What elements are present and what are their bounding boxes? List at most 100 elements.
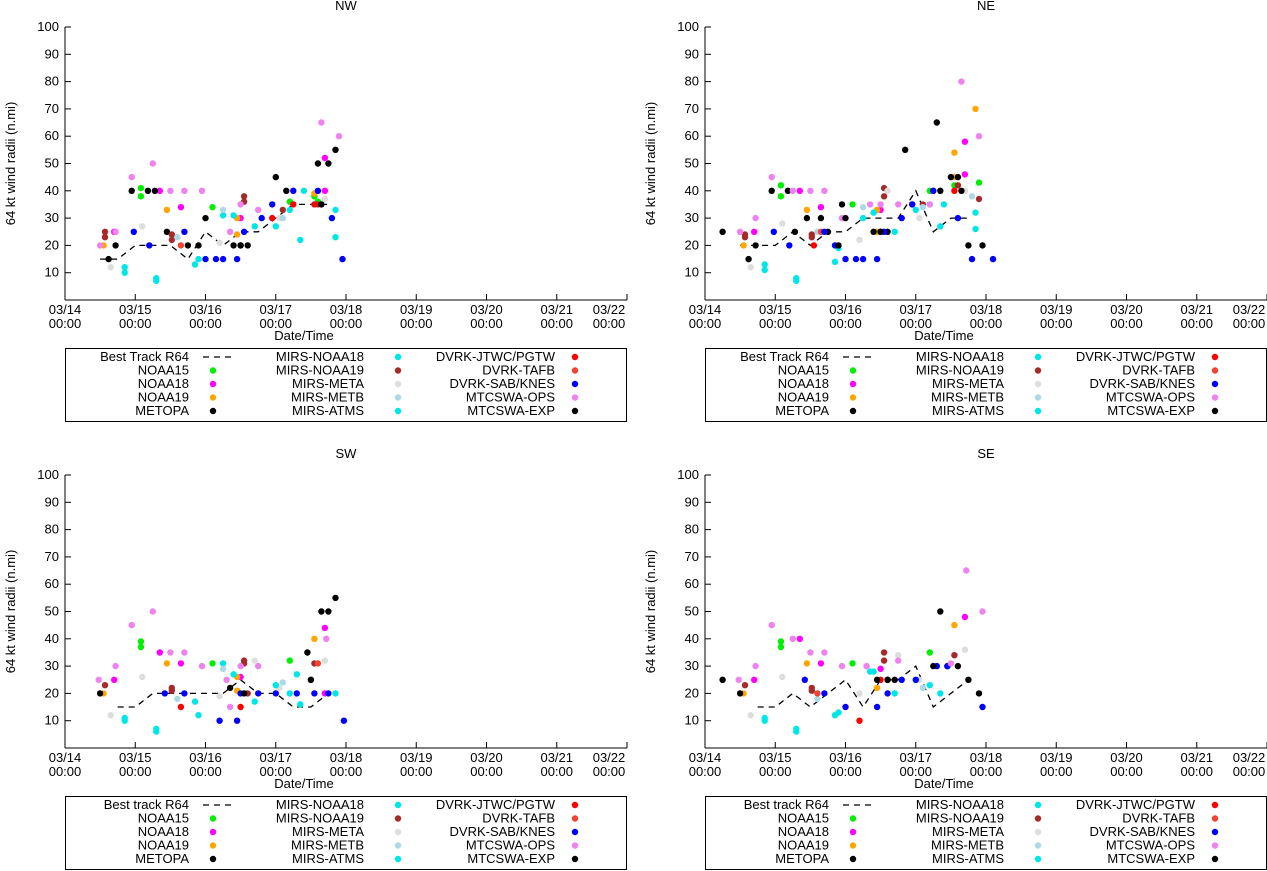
legend-marker (571, 407, 579, 415)
data-point (168, 687, 175, 694)
legend-label: DVRK-SAB/KNES (450, 376, 556, 391)
legend-label: MTCSWA-OPS (466, 390, 555, 405)
data-point (770, 228, 777, 235)
data-point (139, 673, 146, 681)
chart-title: NW (335, 0, 357, 13)
data-point (212, 255, 220, 263)
y-tick-label: 90 (45, 46, 59, 61)
x-tick-label-time: 00:00 (470, 764, 503, 779)
series-mirs-meta (107, 195, 329, 271)
data-point (873, 255, 881, 263)
legend-label: NOAA18 (778, 376, 829, 391)
legend-marker (1211, 855, 1219, 863)
legend-label: MTCSWA-EXP (467, 851, 555, 866)
data-point (151, 187, 159, 194)
data-point (255, 206, 262, 214)
data-point (719, 228, 726, 235)
legend-label: MIRS-NOAA19 (916, 811, 1004, 826)
legend-marker (1034, 407, 1042, 415)
data-point (761, 714, 768, 722)
data-point (859, 255, 867, 263)
data-point (255, 690, 262, 697)
y-tick-label: 10 (685, 265, 699, 280)
data-point (849, 201, 856, 208)
data-point (226, 684, 234, 692)
data-point (852, 255, 860, 263)
data-point (807, 187, 814, 194)
data-point (777, 643, 785, 651)
series-dvrk-tafb (814, 690, 821, 697)
legend-label: MIRS-ATMS (932, 851, 1004, 866)
legend-label: MIRS-META (932, 824, 1004, 839)
x-tick-label-time: 00:00 (1110, 316, 1143, 331)
data-point (101, 228, 109, 235)
data-point (233, 717, 241, 724)
data-point (251, 657, 258, 664)
data-point (332, 234, 339, 241)
data-point (961, 138, 969, 145)
data-point (128, 173, 135, 181)
data-point (95, 676, 102, 683)
series-mtcswa-exp (195, 201, 325, 249)
legend-label: NOAA19 (778, 390, 829, 405)
data-point (884, 690, 891, 697)
best-track-line (757, 665, 969, 709)
data-point (168, 236, 175, 244)
data-point (244, 242, 251, 249)
x-tick-label-date: 03/20 (470, 302, 503, 317)
data-point (821, 187, 828, 194)
data-point (831, 258, 839, 265)
data-point (283, 187, 290, 194)
data-point (919, 204, 926, 211)
y-tick-label: 70 (45, 549, 59, 564)
data-point (184, 242, 192, 249)
legend-marker (209, 842, 217, 849)
data-point (226, 703, 234, 711)
data-point (128, 621, 135, 629)
y-tick-label: 60 (685, 128, 699, 143)
data-point (863, 662, 870, 670)
legend-marker (1211, 842, 1219, 849)
legend-marker (209, 367, 217, 374)
data-point (272, 690, 279, 697)
x-tick-label-date: 03/16 (829, 302, 862, 317)
legend-marker (571, 801, 579, 809)
x-tick-label-time: 00:00 (400, 764, 433, 779)
series-dvrk-tafb (314, 660, 322, 667)
data-point (269, 214, 276, 222)
data-point (884, 676, 891, 683)
data-point (965, 676, 972, 683)
legend-marker (209, 394, 217, 401)
data-point (989, 255, 997, 263)
y-axis-label: 64 kt wind radii (n.mi) (643, 102, 658, 226)
data-point (821, 228, 828, 235)
data-point (332, 206, 339, 214)
y-axis-label: 64 kt wind radii (n.mi) (643, 550, 658, 674)
data-point (803, 214, 811, 222)
data-point (912, 206, 919, 214)
best-track-line (117, 678, 329, 708)
legend-box (65, 796, 627, 870)
series-dvrk-sab-knes (770, 187, 997, 263)
legend-label: MTCSWA-EXP (467, 403, 555, 418)
legend-label: DVRK-SAB/KNES (450, 824, 556, 839)
y-tick-label: 20 (685, 237, 699, 252)
data-point (784, 187, 792, 194)
data-point (838, 662, 846, 670)
x-tick-label-date: 03/21 (1180, 750, 1213, 765)
legend-marker (209, 855, 217, 863)
legend-label: MIRS-METB (291, 390, 364, 405)
data-point (314, 160, 322, 167)
data-point (817, 204, 825, 211)
data-point (902, 146, 909, 153)
data-point (112, 242, 119, 249)
legend-marker (849, 407, 857, 415)
legend-label: MIRS-META (292, 376, 364, 391)
data-point (195, 242, 202, 249)
y-axis-label: 64 kt wind radii (n.mi) (3, 550, 18, 674)
data-point (216, 239, 223, 246)
y-tick-label: 30 (685, 658, 699, 673)
data-point (719, 676, 726, 683)
data-point (954, 214, 962, 222)
data-point (895, 652, 902, 659)
